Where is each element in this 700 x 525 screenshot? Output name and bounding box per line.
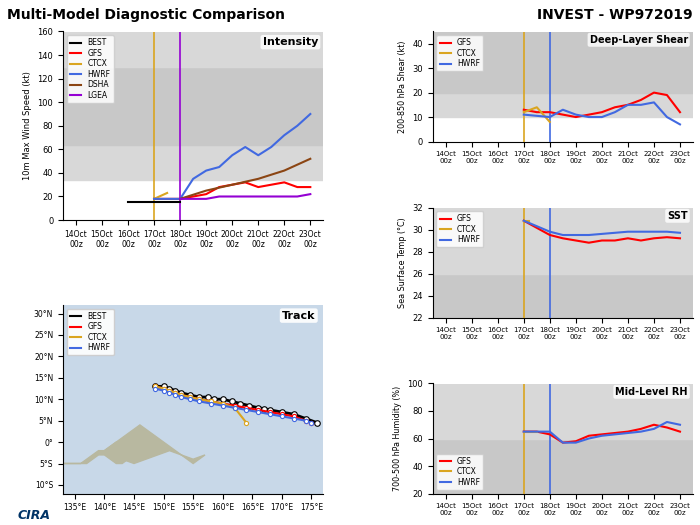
Bar (433, 383, 693, 438)
Polygon shape (104, 425, 205, 464)
Text: Track: Track (282, 311, 316, 321)
Bar (63, 180, 323, 220)
Bar (433, 32, 693, 92)
Text: CIRA: CIRA (18, 509, 50, 522)
Bar (433, 207, 693, 274)
Legend: GFS, CTCX, HWRF: GFS, CTCX, HWRF (437, 212, 483, 247)
Text: SST: SST (667, 211, 688, 221)
Polygon shape (63, 442, 134, 464)
Bar (433, 117, 693, 142)
Bar (433, 274, 693, 318)
Text: Multi-Model Diagnostic Comparison: Multi-Model Diagnostic Comparison (7, 8, 285, 22)
Text: Intensity: Intensity (262, 37, 318, 47)
Y-axis label: 700-500 hPa Humidity (%): 700-500 hPa Humidity (%) (393, 386, 402, 491)
Legend: GFS, CTCX, HWRF: GFS, CTCX, HWRF (437, 454, 483, 490)
Text: Deep-Layer Shear: Deep-Layer Shear (589, 35, 688, 45)
Bar (433, 92, 693, 117)
Bar (63, 32, 323, 67)
Bar (433, 438, 693, 494)
Y-axis label: Sea Surface Temp (°C): Sea Surface Temp (°C) (398, 217, 407, 308)
Legend: BEST, GFS, CTCX, HWRF: BEST, GFS, CTCX, HWRF (66, 309, 113, 355)
Y-axis label: 10m Max Wind Speed (kt): 10m Max Wind Speed (kt) (23, 71, 32, 180)
Text: INVEST - WP972019: INVEST - WP972019 (538, 8, 693, 22)
Legend: BEST, GFS, CTCX, HWRF, DSHA, LGEA: BEST, GFS, CTCX, HWRF, DSHA, LGEA (66, 35, 113, 103)
Bar (63, 67, 323, 145)
Bar (63, 145, 323, 180)
Y-axis label: 200-850 hPa Shear (kt): 200-850 hPa Shear (kt) (398, 40, 407, 133)
Text: Mid-Level RH: Mid-Level RH (615, 387, 688, 397)
Legend: GFS, CTCX, HWRF: GFS, CTCX, HWRF (437, 35, 483, 71)
